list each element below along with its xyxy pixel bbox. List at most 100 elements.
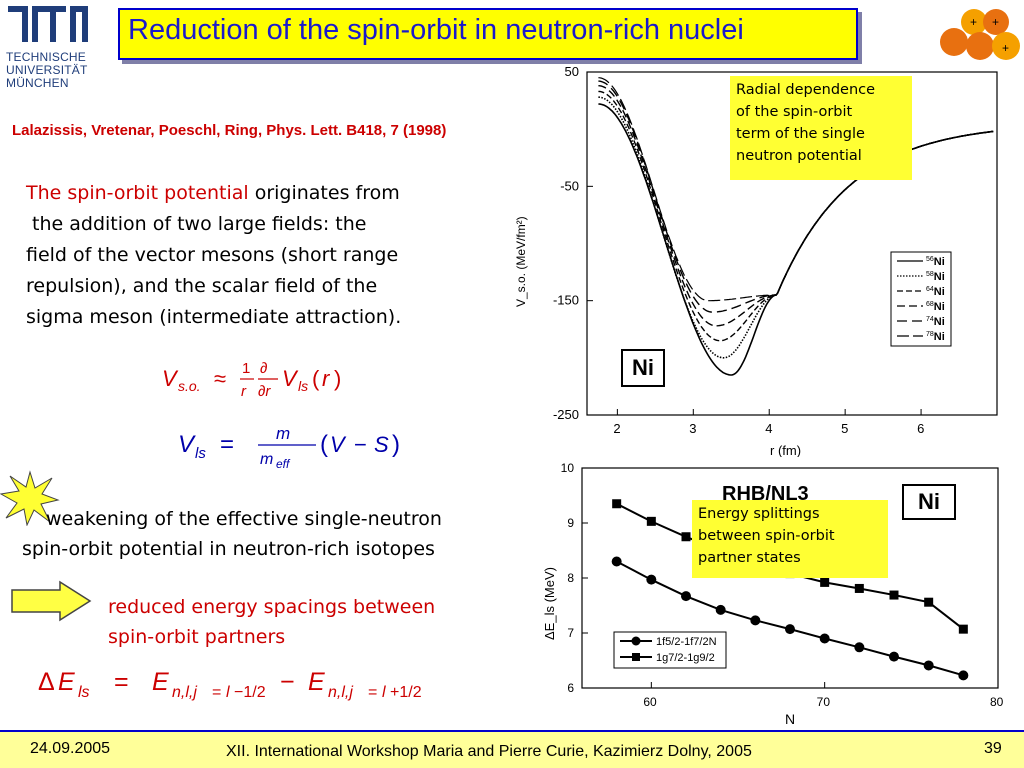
- chart2-ytick-label: 8: [567, 571, 574, 585]
- intro-line-4: repulsion), and the scalar field of the: [26, 275, 378, 297]
- chart1-series-78Ni: [598, 77, 994, 302]
- chart2-ylabel: ΔE_ls (MeV): [542, 567, 557, 640]
- equation-vso: V s.o. ≈ 1 r ∂ ∂r V ls ( r ): [160, 356, 400, 411]
- tum-logo: TECHNISCHE UNIVERSITÄT MÜNCHEN: [4, 2, 90, 94]
- chart2-point-square: [958, 624, 968, 634]
- svg-text:=: =: [220, 431, 234, 458]
- chart2-point-circle: [958, 670, 969, 681]
- splitting-note-line-3: partner states: [698, 550, 801, 566]
- svg-text:ls: ls: [195, 445, 206, 462]
- chart2-point-circle: [819, 633, 830, 644]
- chart2-point-circle: [715, 604, 726, 615]
- svg-text:∂: ∂: [260, 360, 267, 377]
- chart2-point-square: [854, 583, 864, 593]
- radial-note: Radial dependence of the spin-orbit term…: [730, 76, 912, 180]
- chart2-ytick-label: 9: [567, 516, 574, 530]
- logo-line-1: TECHNISCHE: [6, 50, 87, 64]
- chart1-legend: [890, 251, 952, 347]
- reference-citation: Lalazissis, Vretenar, Poeschl, Ring, Phy…: [12, 122, 447, 139]
- intro-line-2: the addition of two large fields: the: [26, 213, 367, 235]
- svg-text:=: =: [212, 684, 221, 701]
- footer-event: XII. International Workshop Maria and Pi…: [226, 743, 752, 760]
- radial-note-line-2: of the spin-orbit: [736, 104, 853, 120]
- svg-text:m: m: [276, 424, 290, 443]
- svg-text:≈: ≈: [214, 366, 226, 391]
- intro-line-1-rest: originates from: [248, 182, 400, 204]
- chart1-xlabel: r (fm): [770, 443, 801, 457]
- intro-paragraph: The spin-orbit potential originates from…: [26, 178, 401, 333]
- chart2-point-square: [612, 499, 622, 509]
- svg-text:ls: ls: [298, 378, 308, 394]
- svg-text:s.o.: s.o.: [178, 378, 201, 394]
- chart2-point-circle: [611, 556, 622, 567]
- starburst-icon: [0, 470, 60, 526]
- conclusion: reduced energy spacings between spin-orb…: [108, 592, 435, 652]
- chart2-point-square: [924, 597, 934, 607]
- logo-line-3: MÜNCHEN: [6, 76, 69, 90]
- intro-line-1: The spin-orbit potential originates from: [26, 178, 401, 209]
- conclusion-line-1: reduced energy spacings between: [108, 596, 436, 618]
- svg-text:E: E: [58, 668, 75, 696]
- chart1-legend-label: 56Ni: [926, 256, 945, 268]
- svg-text:V: V: [178, 431, 196, 458]
- chart1-ytick-label: 50: [565, 64, 579, 79]
- chart2-point-circle: [785, 624, 795, 635]
- svg-text:+: +: [992, 15, 999, 29]
- title-box: [118, 8, 858, 60]
- svg-text:l: l: [226, 684, 230, 701]
- svg-text:(: (: [320, 431, 328, 458]
- right-arrow-icon: [11, 580, 92, 622]
- page-title: Reduction of the spin-orbit in neutron-r…: [128, 14, 744, 46]
- svg-text:V: V: [282, 366, 299, 391]
- chart2-point-square: [646, 516, 656, 526]
- svg-text:1: 1: [242, 360, 250, 377]
- chart1-legend-label: 78Ni: [926, 331, 945, 343]
- svg-text:V: V: [162, 366, 179, 391]
- chart2-point-circle: [889, 651, 899, 662]
- logo-line-2: UNIVERSITÄT: [6, 63, 88, 77]
- equation-vls-graphic: V ls = m m eff ( V − S ): [178, 424, 400, 471]
- chart2-point-circle: [923, 660, 934, 671]
- svg-text:n,l,j: n,l,j: [328, 684, 353, 701]
- intro-highlight: The spin-orbit potential: [26, 182, 249, 204]
- svg-text:n,l,j: n,l,j: [172, 684, 197, 701]
- chart2-point-square: [681, 532, 691, 542]
- equation-delta-graphic: Δ E ls = E n,l,j = l −1/2 − E n,l,j = l …: [38, 668, 422, 701]
- svg-text:=: =: [368, 684, 377, 701]
- chart2-ytick-label: 10: [561, 461, 575, 475]
- splitting-note-line-1: Energy splittings: [698, 506, 820, 522]
- chart2-point-square: [820, 577, 830, 587]
- chart2-title: RHB/NL3: [722, 483, 809, 505]
- svg-text:S: S: [374, 432, 389, 457]
- chart1-xtick-label: 4: [765, 421, 772, 436]
- svg-text:−: −: [354, 432, 367, 457]
- chart1-ni-label: Ni: [621, 349, 665, 387]
- svg-text:): ): [334, 366, 341, 391]
- chart2-legend-label: 1g7/2-1g9/2: [656, 652, 715, 664]
- chart1-xtick-label: 5: [841, 421, 848, 436]
- chart1-ytick-label: -150: [553, 293, 579, 308]
- svg-text:=: =: [114, 668, 129, 696]
- splitting-note-line-2: between spin-orbit: [698, 528, 835, 544]
- intro-line-3: field of the vector mesons (short range: [26, 244, 399, 266]
- svg-text:+1/2: +1/2: [390, 684, 422, 701]
- chart1-xtick-label: 3: [689, 421, 696, 436]
- svg-text:r: r: [322, 366, 331, 391]
- weakening-line-2: spin-orbit potential in neutron-rich iso…: [22, 538, 435, 560]
- chart2-point-circle: [646, 574, 657, 585]
- chart2-ytick-label: 6: [567, 681, 574, 695]
- svg-text:E: E: [152, 668, 169, 696]
- chart1-ytick-label: -250: [553, 407, 579, 422]
- equation-delta: Δ E ls = E n,l,j = l −1/2 − E n,l,j = l …: [36, 660, 526, 711]
- equation-vls: V ls = m m eff ( V − S ): [176, 420, 436, 481]
- chart1-legend-label: 58Ni: [926, 271, 945, 283]
- footer-bar: [0, 730, 1024, 768]
- chart1-xtick-label: 2: [613, 421, 620, 436]
- chart2-legend-circle: [631, 636, 641, 646]
- chart2-point-square: [889, 590, 899, 600]
- svg-text:−1/2: −1/2: [234, 684, 266, 701]
- chart1-legend-label: 64Ni: [926, 286, 945, 298]
- chart2-legend-square: [632, 653, 640, 661]
- chart1-legend-label: 68Ni: [926, 301, 945, 313]
- equation-vso-graphic: V s.o. ≈ 1 r ∂ ∂r V ls ( r ): [162, 360, 341, 400]
